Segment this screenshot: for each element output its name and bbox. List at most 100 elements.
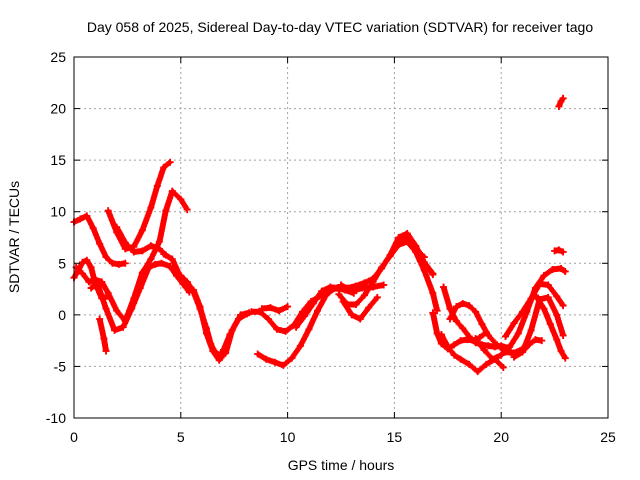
data-point [119, 323, 127, 331]
data-point [162, 207, 170, 215]
data-series [551, 246, 567, 256]
data-point [87, 263, 95, 271]
grid [74, 57, 608, 418]
data-point [457, 355, 465, 363]
data-series [177, 272, 251, 359]
data-point [96, 240, 104, 248]
data-point [457, 337, 465, 345]
data-point [151, 260, 159, 268]
data-point [497, 351, 505, 359]
data-point [147, 242, 155, 250]
data-point [79, 258, 87, 266]
data-point [555, 103, 563, 111]
data-point [130, 248, 138, 256]
data-point [296, 342, 304, 350]
data-point [472, 335, 480, 343]
data-point [531, 336, 539, 344]
data-point [465, 333, 473, 341]
data-point [348, 311, 356, 319]
data-point [365, 304, 373, 312]
data-point [121, 239, 129, 247]
data-point [538, 337, 546, 345]
data-point [79, 270, 87, 278]
series-marker-band [335, 238, 441, 314]
data-point [281, 327, 289, 335]
data-point [160, 163, 168, 171]
data-point [113, 223, 121, 231]
data-point [93, 280, 101, 288]
data-point [168, 255, 176, 263]
data-point [474, 368, 482, 376]
data-point [196, 305, 204, 313]
data-point [493, 341, 501, 349]
data-point [267, 304, 275, 312]
data-point [420, 253, 428, 261]
data-point [465, 302, 473, 310]
data-point [292, 323, 300, 331]
data-point [395, 237, 403, 245]
data-point [476, 334, 484, 342]
data-point [309, 300, 317, 308]
data-point [76, 215, 84, 223]
data-point [378, 263, 386, 271]
data-point [168, 187, 176, 195]
data-point [87, 284, 95, 292]
data-point [373, 293, 381, 301]
data-point [326, 283, 334, 291]
data-point [322, 291, 330, 299]
data-point [403, 232, 411, 240]
data-point [559, 94, 567, 102]
data-point [561, 268, 569, 276]
data-point [452, 303, 460, 311]
data-point [452, 317, 460, 325]
data-point [305, 325, 313, 333]
x-tick-label: 20 [493, 429, 509, 445]
data-point [102, 347, 110, 355]
data-series [87, 259, 193, 334]
data-point [358, 284, 366, 292]
data-point [183, 278, 191, 286]
data-series [519, 336, 546, 356]
data-point [177, 272, 185, 280]
data-point [264, 315, 272, 323]
data-point [254, 350, 262, 358]
data-series [437, 330, 507, 376]
data-point [414, 247, 422, 255]
series-marker-band [177, 272, 250, 359]
data-point [215, 351, 223, 359]
data-point [540, 305, 548, 313]
data-point [121, 245, 129, 253]
data-series [335, 238, 441, 315]
data-point [480, 346, 488, 354]
data-point [536, 280, 544, 288]
data-point [484, 331, 492, 339]
data-point [482, 360, 490, 368]
data-point [472, 308, 480, 316]
data-point [85, 278, 93, 286]
data-point [275, 307, 283, 315]
data-point [514, 329, 522, 337]
data-point [429, 289, 437, 297]
data-point [271, 358, 279, 366]
data-point [433, 307, 441, 315]
data-point [91, 276, 99, 284]
data-point [104, 289, 112, 297]
data-point [450, 341, 458, 349]
data-point [262, 355, 270, 363]
x-tick-label: 15 [387, 429, 403, 445]
data-point [102, 305, 110, 313]
data-point [98, 278, 106, 286]
data-point [226, 330, 234, 338]
data-point [138, 247, 146, 255]
data-point [138, 226, 146, 234]
data-point [429, 309, 437, 317]
data-point [335, 290, 343, 298]
data-point [155, 238, 163, 246]
x-tick-label: 10 [280, 429, 296, 445]
y-tick-label: 20 [50, 101, 66, 117]
data-point [465, 360, 473, 368]
data-point [121, 259, 129, 267]
y-tick-label: 0 [58, 307, 66, 323]
data-point [437, 330, 445, 338]
